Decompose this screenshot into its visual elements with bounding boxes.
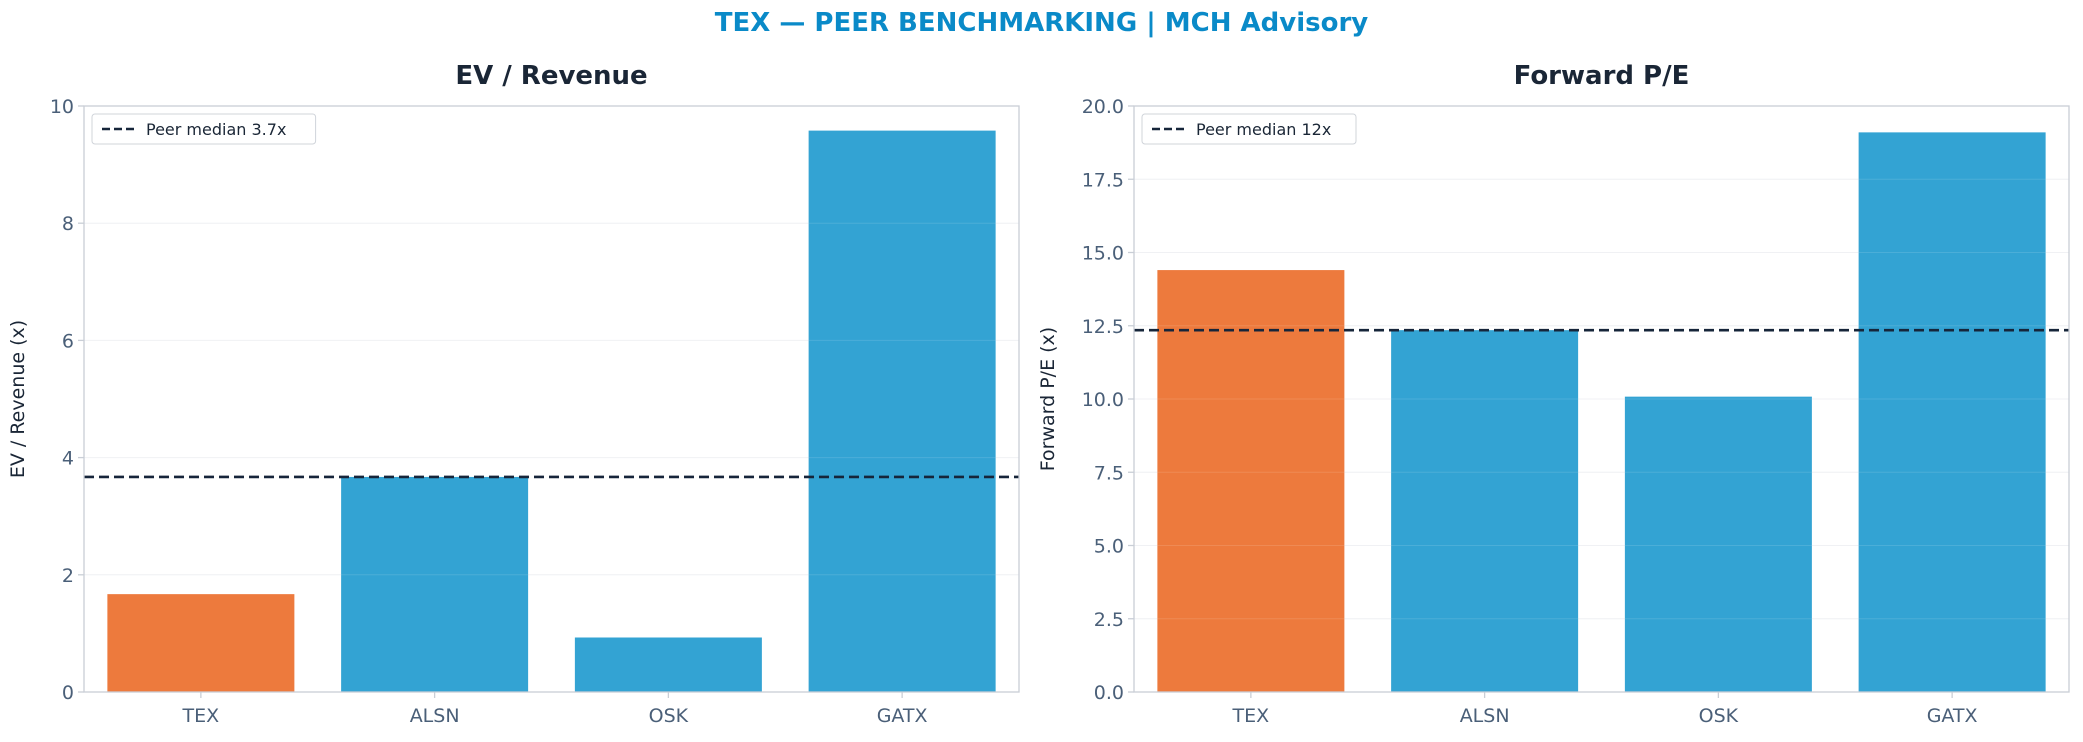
forward-pe-ylabel: Forward P/E (x) <box>1037 327 1059 471</box>
forward-pe-ytick-label: 12.5 <box>1082 316 1124 338</box>
forward-pe-bar-gatx <box>1858 132 2046 692</box>
forward-pe-ytick-label: 0.0 <box>1094 682 1124 704</box>
forward-pe-xtick-label: TEX <box>1232 705 1270 727</box>
ev-revenue-bar-gatx <box>808 130 996 692</box>
forward-pe-ytick-label: 20.0 <box>1082 96 1124 118</box>
ev-revenue-xtick-label: GATX <box>877 705 928 727</box>
ev-revenue-ytick-label: 4 <box>62 448 74 470</box>
ev-revenue-ytick-label: 10 <box>50 96 74 118</box>
ev-revenue-bar-osk <box>574 637 762 692</box>
forward-pe-ytick-label: 17.5 <box>1082 169 1124 191</box>
ev-revenue-bar-tex <box>107 594 295 692</box>
ev-revenue-ytick-label: 8 <box>62 213 74 235</box>
forward-pe-title: Forward P/E <box>1514 61 1690 91</box>
ev-revenue-ytick-label: 6 <box>62 330 74 352</box>
forward-pe-ytick-label: 7.5 <box>1094 462 1124 484</box>
ev-revenue-bar-alsn <box>341 476 529 692</box>
ev-revenue-plot-frame <box>83 105 1020 693</box>
ev-revenue-title: EV / Revenue <box>455 61 647 91</box>
forward-pe-bar-osk <box>1624 396 1812 692</box>
forward-pe-xtick-label: GATX <box>1927 705 1978 727</box>
forward-pe-xtick-label: ALSN <box>1460 705 1510 727</box>
ev-revenue-xtick-label: ALSN <box>410 705 460 727</box>
ev-revenue-ylabel: EV / Revenue (x) <box>7 320 29 478</box>
forward-pe-legend-box <box>1141 113 1357 145</box>
forward-pe-legend-label: Peer median 12x <box>1196 120 1331 139</box>
forward-pe-xtick-label: OSK <box>1699 705 1739 727</box>
ev-revenue-xtick-label: OSK <box>649 705 689 727</box>
forward-pe-ytick-label: 5.0 <box>1094 536 1124 558</box>
forward-pe-ytick-label: 2.5 <box>1094 609 1124 631</box>
page-title: TEX — PEER BENCHMARKING | MCH Advisory <box>714 8 1369 38</box>
forward-pe-bar-alsn <box>1391 330 1579 692</box>
forward-pe-ytick-label: 15.0 <box>1082 243 1124 265</box>
forward-pe-ytick-label: 10.0 <box>1082 389 1124 411</box>
ev-revenue-legend-box <box>91 113 317 145</box>
ev-revenue-xtick-label: TEX <box>182 705 220 727</box>
ev-revenue-legend-label: Peer median 3.7x <box>146 120 286 139</box>
forward-pe-bar-tex <box>1157 270 1345 692</box>
ev-revenue-ytick-label: 2 <box>62 565 74 587</box>
ev-revenue-ytick-label: 0 <box>62 682 74 704</box>
